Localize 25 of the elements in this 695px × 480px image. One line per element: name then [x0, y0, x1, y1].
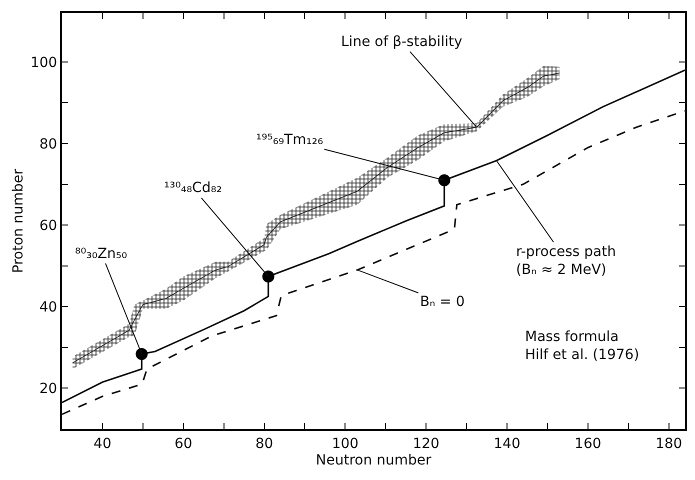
y-tick-label: 40	[39, 300, 58, 316]
x-tick-label: 160	[574, 436, 602, 452]
annotation: Mass formula Hilf et al. (1976)	[525, 329, 640, 364]
y-tick-label: 20	[39, 381, 58, 398]
x-tick-label: 140	[494, 436, 520, 452]
y-tick-label: 60	[39, 218, 58, 234]
x-axis-title: Neutron number	[316, 452, 432, 469]
annotation: r-process path (Bₙ ≈ 2 MeV)	[516, 244, 616, 278]
point	[438, 174, 450, 186]
x-tick-label: 60	[174, 436, 192, 452]
annotation: ¹⁹⁵₆₉Tm₁₂₆	[256, 132, 324, 148]
annotation: ⁸⁰₃₀Zn₅₀	[75, 246, 128, 262]
y-tick-label: 100	[30, 54, 58, 71]
annotation: ¹³⁰₄₈Cd₈₂	[164, 180, 222, 196]
x-tick-label: 100	[332, 436, 359, 452]
x-tick-label: 40	[94, 436, 112, 452]
x-tick-label: 180	[655, 436, 682, 452]
x-tick-label: 120	[412, 436, 440, 452]
point	[136, 348, 148, 360]
annotation: Line of β-stability	[341, 34, 462, 50]
annotation: Bₙ = 0	[420, 294, 465, 310]
y-axis-title: Proton number	[10, 168, 27, 274]
x-tick-label: 80	[255, 436, 274, 452]
point	[262, 270, 274, 282]
y-tick-label: 80	[39, 136, 58, 152]
